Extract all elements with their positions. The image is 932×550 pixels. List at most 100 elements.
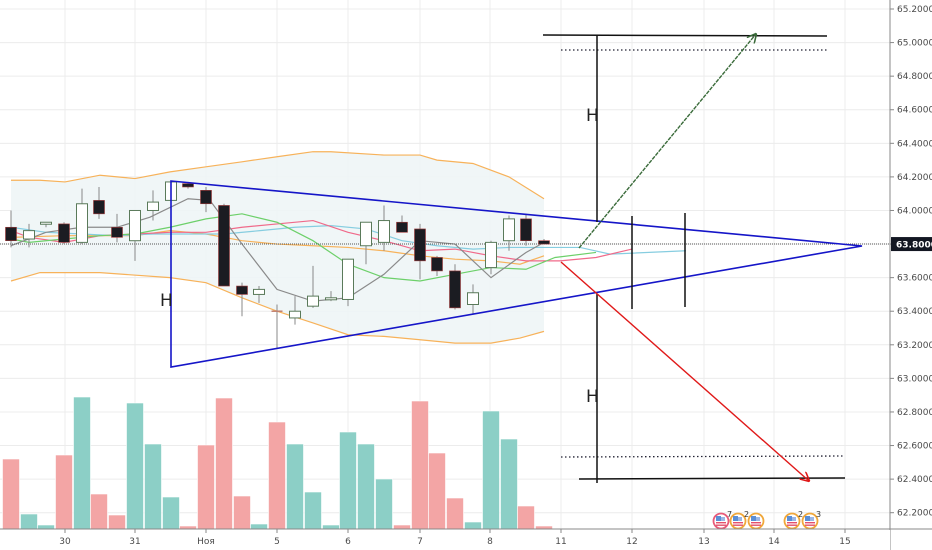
volume-bar [233, 495, 251, 530]
candle[interactable] [271, 304, 283, 349]
candle[interactable] [58, 222, 70, 245]
volume-bar [250, 523, 268, 530]
price-tick-label: 62.8000 [897, 408, 932, 418]
candle[interactable] [396, 215, 408, 233]
candle-body-bullish [23, 230, 35, 240]
candle-body-bearish [218, 205, 230, 287]
candle-body-bullish [76, 203, 88, 243]
candle[interactable] [289, 296, 301, 325]
arrow-down-projection[interactable] [560, 261, 809, 481]
candle[interactable] [360, 221, 372, 265]
volume-bar [73, 396, 91, 530]
price-tick-label: 65.2000 [897, 5, 932, 15]
candle[interactable] [200, 186, 212, 213]
candle-body-bullish [289, 310, 301, 319]
volume-bar [482, 410, 500, 530]
candle[interactable] [111, 213, 123, 243]
drawing-text-labels[interactable]: H H H [160, 106, 599, 407]
volume-bar [2, 458, 20, 530]
candle[interactable] [23, 223, 35, 248]
candle[interactable] [76, 188, 88, 245]
candle-body-bearish [111, 226, 123, 238]
volume-bar [428, 452, 446, 530]
candle[interactable] [93, 186, 105, 219]
volume-bar [90, 493, 108, 530]
candle[interactable] [325, 291, 337, 302]
price-tick-label: 63.0000 [897, 374, 932, 384]
volume-bar [126, 402, 144, 530]
candle-body-bearish [93, 200, 105, 215]
time-tick-label: 12 [626, 537, 637, 547]
triangle-pattern[interactable] [170, 180, 863, 368]
volume-bar [215, 397, 233, 530]
candle[interactable] [129, 209, 141, 261]
candle[interactable] [342, 258, 354, 307]
time-tick-label: 5 [274, 537, 280, 547]
time-tick-label: Ноя [197, 537, 215, 547]
candle[interactable] [147, 190, 159, 221]
volume-bar [322, 524, 340, 530]
candle[interactable] [431, 255, 443, 276]
last-price-tag: 63.8000 [891, 237, 932, 252]
candle[interactable] [253, 286, 265, 303]
volume-bar [464, 521, 482, 530]
height-text-label[interactable]: H [586, 106, 599, 126]
target-up-line[interactable] [542, 34, 828, 37]
height-text-label[interactable]: H [586, 387, 599, 407]
candle-body-bullish [378, 220, 390, 243]
price-tick-label: 62.2000 [897, 509, 932, 519]
time-tick-label: 7 [417, 537, 423, 547]
candle-body-bearish [5, 226, 17, 242]
candle-body-bullish [360, 221, 372, 247]
candle[interactable] [449, 264, 461, 310]
event-count: 3 [816, 510, 821, 519]
candle-body-bearish [396, 221, 408, 233]
price-tick-label: 64.6000 [897, 106, 932, 116]
volume-bar [286, 443, 304, 530]
arrow-up-projection[interactable] [578, 34, 756, 249]
drawing-tools[interactable] [170, 34, 863, 483]
candlesticks[interactable] [5, 181, 550, 349]
candle-body-bearish [182, 183, 194, 188]
volume-bar [304, 491, 322, 530]
volume-bar [375, 478, 393, 530]
candle-body-bullish [129, 209, 141, 242]
time-axis-panel[interactable] [0, 530, 890, 550]
price-tick-label: 63.4000 [897, 307, 932, 317]
time-tick-label: 8 [487, 537, 493, 547]
candle[interactable] [520, 213, 532, 246]
height-text-label[interactable]: H [160, 291, 173, 311]
price-tick-label: 63.6000 [897, 274, 932, 284]
target-down-dotted-line[interactable] [560, 455, 844, 458]
candle[interactable] [467, 284, 479, 315]
economic-event-us-flag-icon[interactable]: 3 [801, 510, 822, 530]
price-tick-label: 65.0000 [897, 39, 932, 49]
candle[interactable] [538, 239, 550, 245]
price-tick-label: 64.4000 [897, 139, 932, 149]
price-tick-label: 62.6000 [897, 442, 932, 452]
candle[interactable] [503, 215, 515, 251]
economic-event-us-flag-icon[interactable] [747, 512, 765, 530]
candle[interactable] [218, 203, 230, 287]
candle-body-bullish [467, 292, 479, 306]
candle[interactable] [5, 210, 17, 248]
volume-bar [144, 443, 162, 530]
candle[interactable] [485, 240, 497, 275]
price-tick-label: 64.0000 [897, 206, 932, 216]
candle[interactable] [307, 265, 319, 308]
candle-body-bearish [431, 257, 443, 272]
candle[interactable] [236, 282, 248, 317]
candle[interactable] [40, 221, 52, 228]
event-count: 2 [798, 510, 803, 519]
volume-bar [268, 421, 286, 530]
bollinger-band-fill [11, 151, 544, 344]
candle[interactable] [378, 205, 390, 251]
volume-bar [20, 513, 38, 530]
candle-body-bullish [253, 288, 265, 295]
price-tick-label: 62.4000 [897, 475, 932, 485]
candle-body-bullish [307, 295, 319, 307]
price-axis-panel[interactable] [890, 0, 932, 550]
candle[interactable] [414, 223, 426, 280]
